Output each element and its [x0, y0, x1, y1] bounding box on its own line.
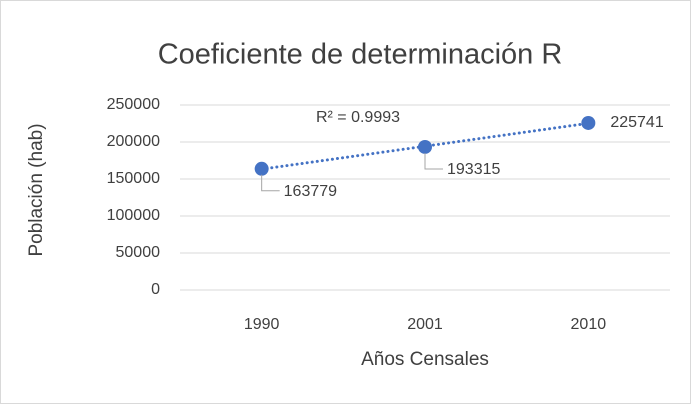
y-tick-label: 100000 — [107, 207, 160, 224]
r-squared-annotation: R² = 0.9993 — [316, 109, 400, 126]
data-point — [581, 115, 596, 130]
y-axis-label: Población (hab) — [26, 123, 47, 256]
x-tick-label: 1990 — [244, 316, 280, 333]
data-point — [418, 139, 432, 154]
leader-line — [261, 174, 280, 192]
y-tick-label: 150000 — [107, 170, 160, 187]
x-tick-label: 2010 — [571, 316, 607, 333]
x-axis-label: Años Censales — [361, 349, 489, 370]
y-tick-label: 250000 — [107, 96, 160, 113]
data-label: 225741 — [610, 114, 663, 131]
x-tick-label: 2001 — [407, 316, 443, 333]
data-label: 193315 — [447, 161, 500, 178]
trendline — [260, 121, 590, 171]
y-tick-label: 0 — [151, 281, 160, 298]
leader-line — [424, 152, 443, 170]
data-point — [254, 161, 269, 176]
y-tick-label: 200000 — [107, 133, 160, 150]
chart-title: Coeficiente de determinación R — [158, 39, 563, 71]
y-tick-label: 50000 — [116, 244, 161, 261]
data-label: 163779 — [284, 183, 337, 200]
